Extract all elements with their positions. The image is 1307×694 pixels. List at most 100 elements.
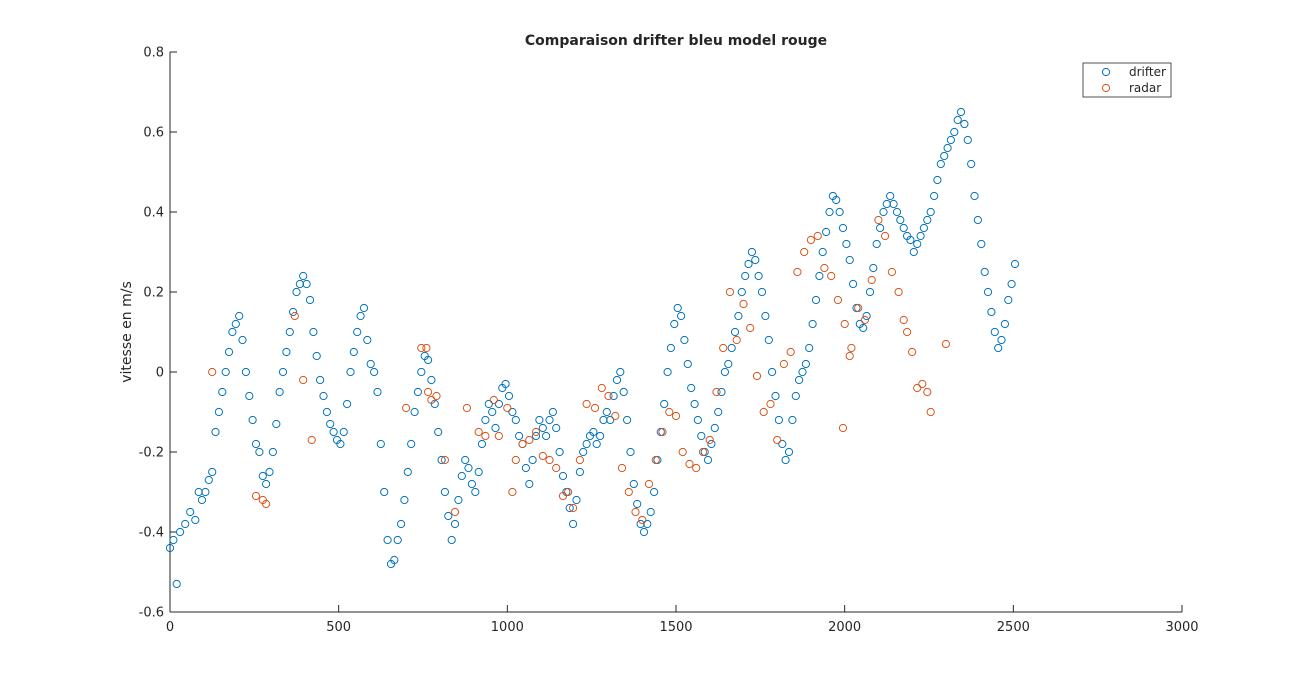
x-tick-label: 2000 xyxy=(828,620,861,635)
drifter-point xyxy=(973,215,983,225)
drifter-point xyxy=(322,407,331,417)
radar-point xyxy=(450,507,460,517)
drifter-point xyxy=(801,359,811,369)
drifter-point xyxy=(329,427,338,437)
drifter-point xyxy=(410,407,419,417)
drifter-point xyxy=(666,343,676,353)
legend-marker-radar xyxy=(1101,83,1111,93)
drifter-point xyxy=(596,431,605,441)
drifter-point xyxy=(582,439,591,449)
radar-point xyxy=(719,343,728,353)
drifter-point xyxy=(774,415,784,425)
drifter-point xyxy=(825,207,834,217)
drifter-point xyxy=(336,439,345,449)
drifter-point xyxy=(862,311,871,321)
radar-point xyxy=(638,515,647,525)
drifter-point xyxy=(778,439,787,449)
drifter-point xyxy=(623,415,632,425)
drifter-point xyxy=(970,191,979,201)
drifter-point xyxy=(258,471,267,481)
chart-title: Comparaison drifter bleu model rouge xyxy=(525,33,827,49)
radar-point xyxy=(545,455,554,465)
drifter-point xyxy=(892,207,902,217)
drifter-point xyxy=(528,455,537,465)
radar-point xyxy=(564,487,573,497)
radar-point xyxy=(847,343,856,353)
radar-point xyxy=(881,231,890,241)
drifter-point xyxy=(525,479,534,489)
drifter-point xyxy=(913,239,922,249)
drifter-point xyxy=(434,427,443,437)
drifter-point xyxy=(977,239,986,249)
radar-point xyxy=(918,379,927,389)
radar-point xyxy=(575,455,585,465)
drifter-point xyxy=(683,359,692,369)
drifter-point xyxy=(720,367,730,377)
radar-point xyxy=(511,455,520,465)
radar-point xyxy=(290,311,299,321)
drifter-point xyxy=(784,447,794,457)
drifter-point xyxy=(312,351,321,361)
drifter-point xyxy=(946,135,956,145)
radar-point xyxy=(590,403,600,413)
drifter-point xyxy=(319,391,328,401)
drifter-point xyxy=(869,263,878,273)
drifter-point xyxy=(909,247,918,257)
drifter-point xyxy=(169,535,178,545)
drifter-point xyxy=(751,255,760,265)
y-tick-label: -0.2 xyxy=(139,446,164,461)
drifter-point xyxy=(366,359,375,369)
drifter-point xyxy=(670,319,679,329)
radar-point xyxy=(867,275,876,285)
radar-point xyxy=(597,383,606,393)
drifter-point xyxy=(511,415,520,425)
drifter-point xyxy=(289,307,298,317)
drifter-point xyxy=(450,519,460,529)
legend-marker-drifter xyxy=(1101,67,1111,77)
drifter-point xyxy=(724,359,733,369)
drifter-point xyxy=(186,507,195,517)
radar-point xyxy=(569,503,578,513)
drifter-point xyxy=(238,335,247,345)
drifter-point xyxy=(690,399,699,409)
drifter-point xyxy=(967,159,976,169)
y-tick-label: 0.4 xyxy=(143,206,164,221)
radar-point xyxy=(903,327,912,337)
plot-area xyxy=(170,52,1182,612)
radar-point xyxy=(417,343,426,353)
drifter-point xyxy=(417,367,426,377)
drifter-point xyxy=(795,375,804,385)
drifter-point xyxy=(980,267,989,277)
drifter-point xyxy=(251,439,261,449)
drifter-point xyxy=(339,427,348,437)
x-tick-label: 500 xyxy=(326,620,351,635)
drifter-point xyxy=(757,287,767,297)
drifter-point xyxy=(899,223,908,233)
drifter-point xyxy=(616,367,625,377)
drifter-point xyxy=(278,367,288,377)
drifter-point xyxy=(302,279,311,289)
drifter-point xyxy=(960,119,969,129)
drifter-point xyxy=(353,327,362,337)
drifter-point xyxy=(889,199,898,209)
drifter-point xyxy=(316,375,325,385)
drifter-point xyxy=(734,311,743,321)
drifter-point xyxy=(791,391,800,401)
drifter-point xyxy=(822,227,831,237)
drifter-point xyxy=(413,387,422,397)
drifter-point xyxy=(268,447,277,457)
x-tick-label: 2500 xyxy=(997,620,1030,635)
radar-point xyxy=(538,451,547,461)
radar-point xyxy=(489,395,498,405)
radar-point xyxy=(833,295,843,305)
drifter-point xyxy=(552,423,561,433)
radar-point xyxy=(462,403,471,413)
legend: drifter radar xyxy=(1082,62,1172,98)
drifter-point xyxy=(886,191,895,201)
radar-point xyxy=(474,427,483,437)
radar-point xyxy=(208,367,217,377)
radar-point xyxy=(860,315,870,325)
radar-point xyxy=(779,359,789,369)
drifter-point xyxy=(255,447,264,457)
